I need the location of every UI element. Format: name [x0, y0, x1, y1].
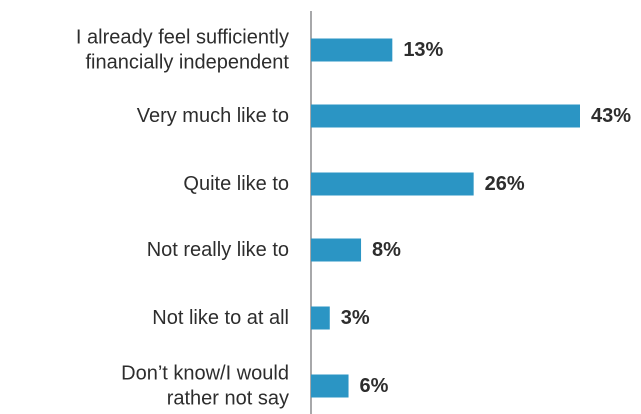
category-label-line: rather not say	[167, 388, 289, 410]
category-label-1: Very much like to	[137, 105, 289, 127]
category-label-line: Not like to at all	[152, 307, 289, 329]
bar-5	[311, 374, 349, 398]
value-labels-group: 13% 43% 26% 8% 3% 6%	[341, 39, 631, 397]
category-label-4: Not like to at all	[152, 307, 289, 329]
category-label-3: Not really like to	[147, 239, 289, 261]
bars-group	[311, 38, 580, 398]
category-label-line: I already feel sufficiently	[76, 27, 289, 49]
value-label-3: 8%	[372, 239, 401, 261]
category-label-5: Don’t know/I would rather not say	[121, 363, 289, 410]
bar-3	[311, 238, 362, 262]
category-label-0: I already feel sufficiently financially i…	[76, 27, 290, 74]
value-label-1: 43%	[591, 105, 631, 127]
value-label-2: 26%	[485, 173, 525, 195]
bar-4	[311, 306, 330, 330]
bar-0	[311, 38, 393, 62]
bar-2	[311, 172, 474, 196]
bar-1	[311, 104, 580, 128]
value-label-4: 3%	[341, 307, 370, 329]
category-labels-group: I already feel sufficiently financially i…	[76, 27, 290, 410]
value-label-0: 13%	[403, 39, 443, 61]
category-label-line: Quite like to	[183, 173, 289, 195]
category-label-line: Not really like to	[147, 239, 289, 261]
category-label-line: financially independent	[86, 52, 290, 74]
value-label-5: 6%	[360, 375, 389, 397]
category-label-line: Don’t know/I would	[121, 363, 289, 385]
category-label-line: Very much like to	[137, 105, 289, 127]
category-label-2: Quite like to	[183, 173, 289, 195]
